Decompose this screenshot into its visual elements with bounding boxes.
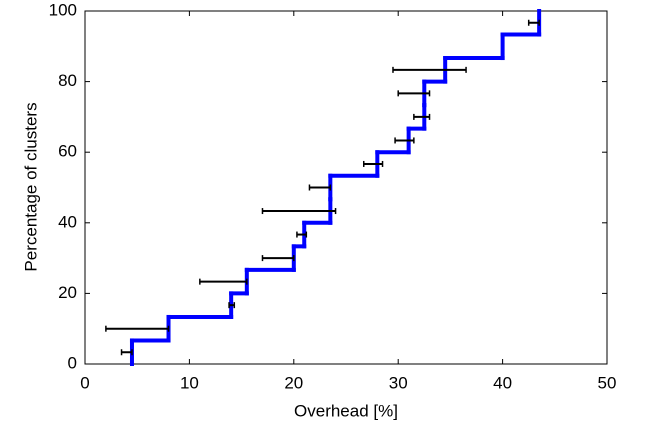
y-tick-label: 40 bbox=[58, 212, 77, 231]
x-tick-label: 30 bbox=[389, 373, 408, 392]
x-tick-label: 10 bbox=[180, 373, 199, 392]
y-tick-label: 0 bbox=[68, 353, 77, 372]
x-tick-label: 0 bbox=[80, 373, 89, 392]
y-axis-label: Percentage of clusters bbox=[21, 102, 40, 271]
y-tick-label: 100 bbox=[49, 0, 77, 19]
y-tick-label: 60 bbox=[58, 142, 77, 161]
x-tick-label: 40 bbox=[493, 373, 512, 392]
plot-area bbox=[84, 10, 608, 365]
y-tick-label: 80 bbox=[58, 71, 77, 90]
x-tick-label: 50 bbox=[598, 373, 617, 392]
x-axis-label: Overhead [%] bbox=[294, 401, 398, 420]
x-tick-label: 20 bbox=[284, 373, 303, 392]
y-tick-label: 20 bbox=[58, 283, 77, 302]
